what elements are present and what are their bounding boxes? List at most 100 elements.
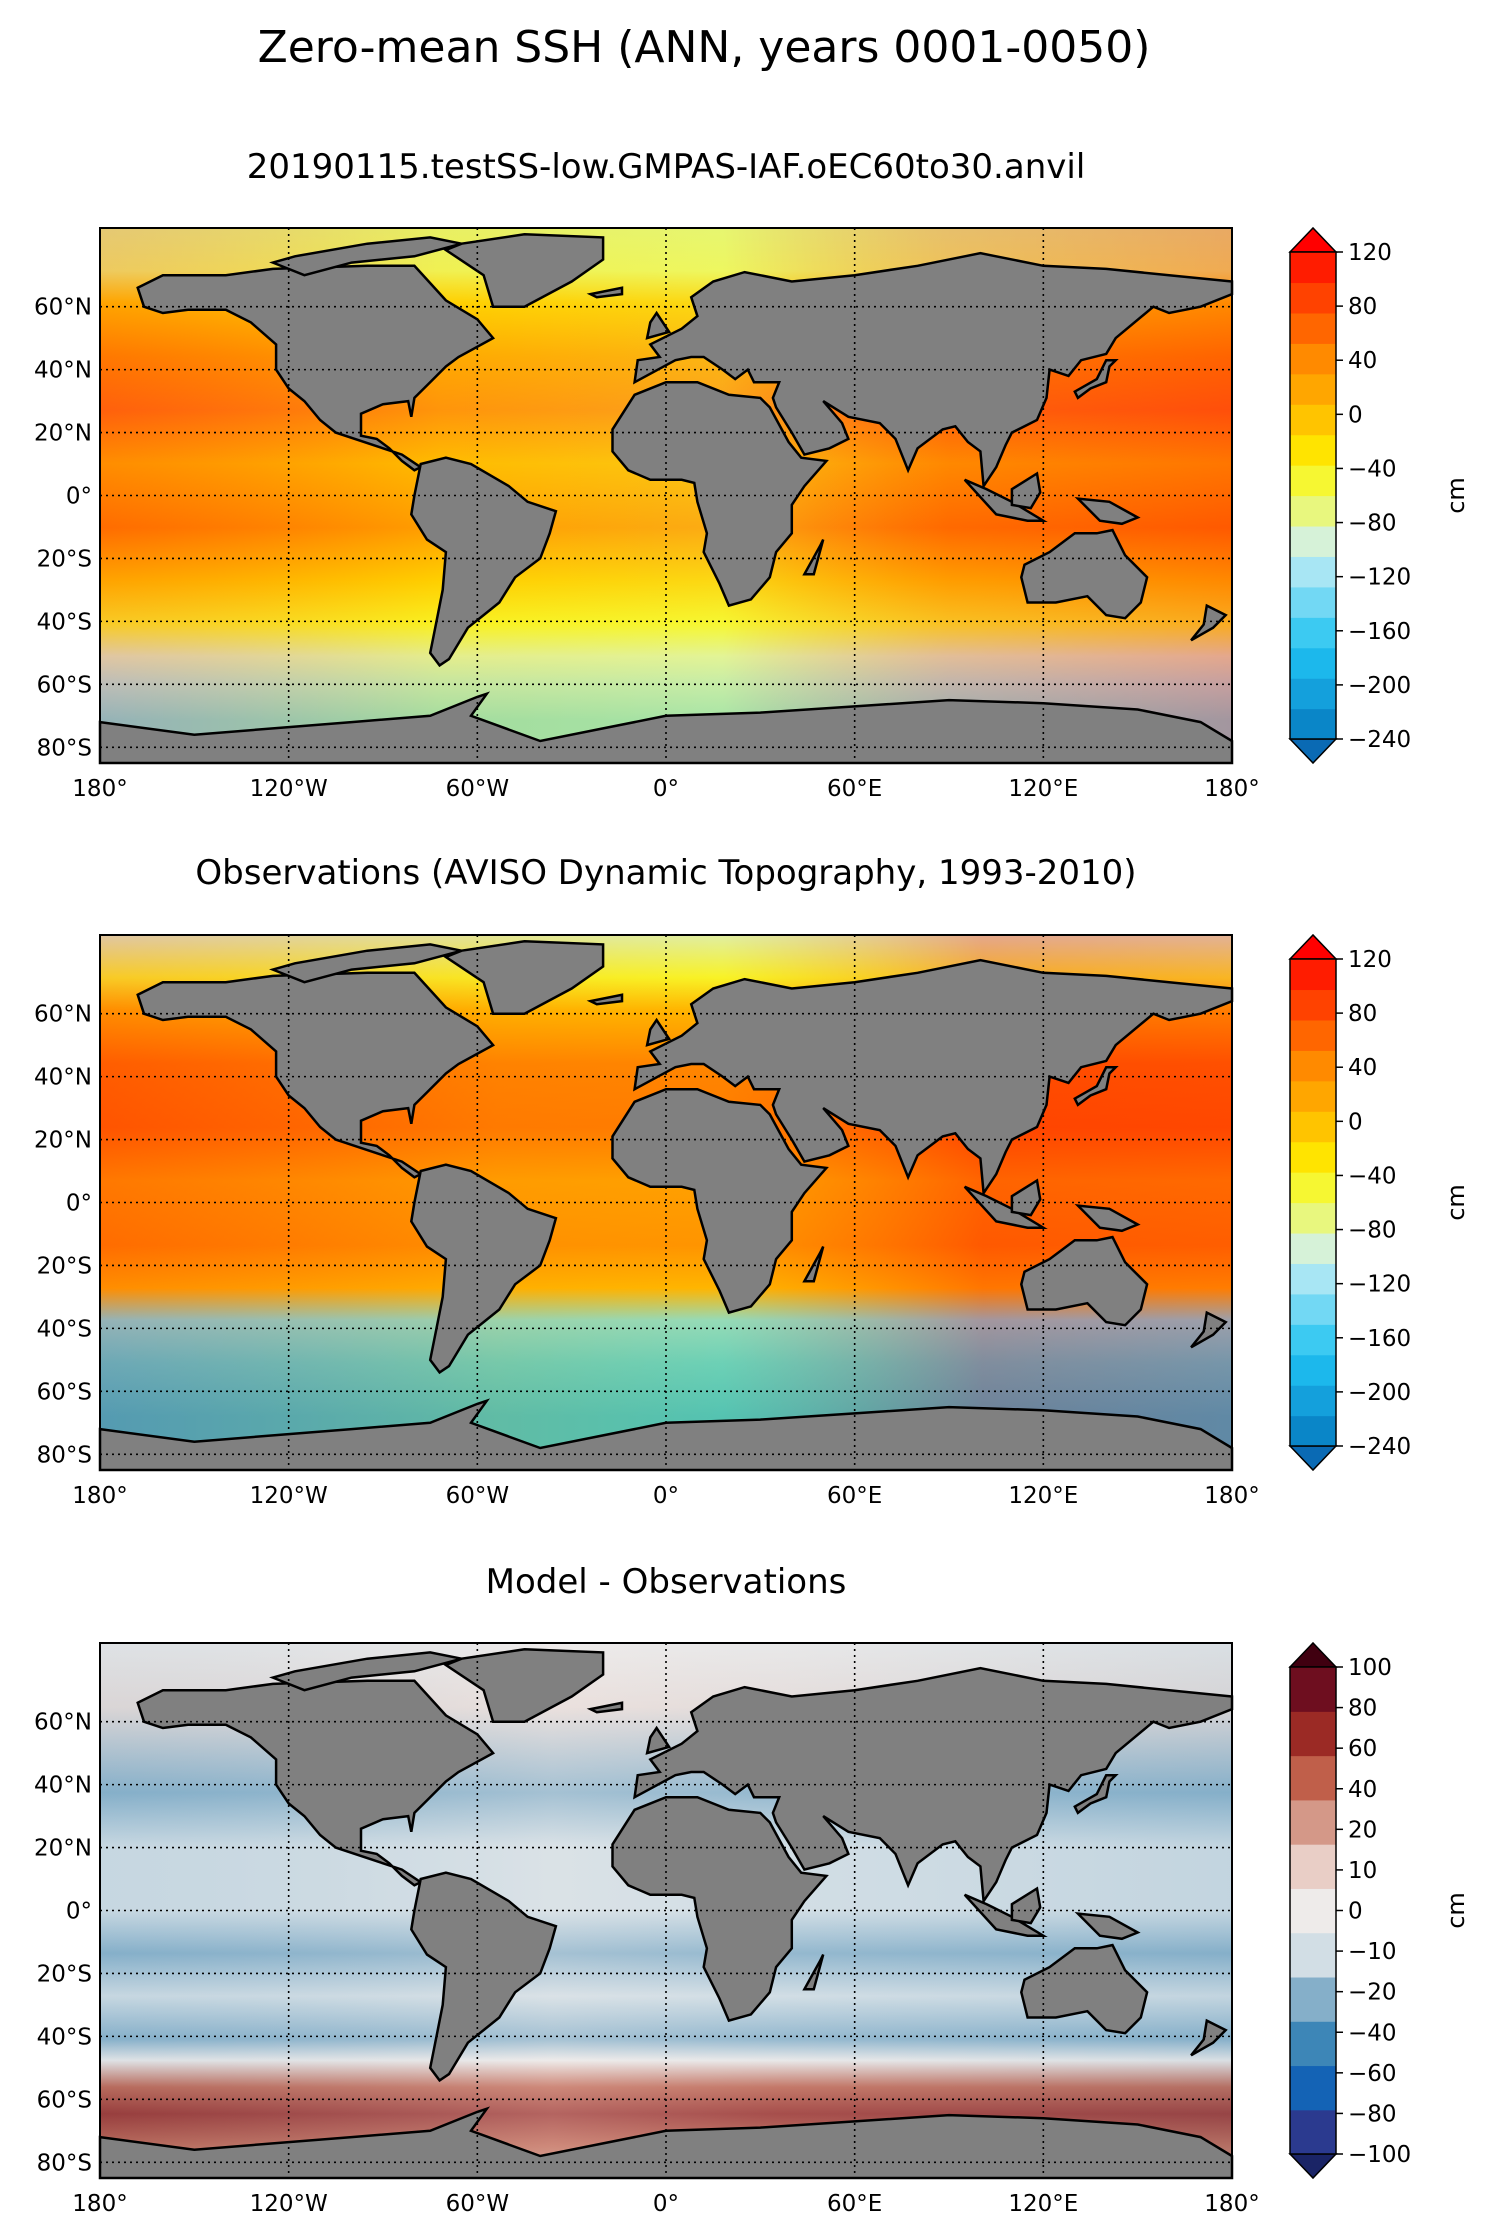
land-mask xyxy=(98,940,1234,1472)
colorbar-tick-label: −80 xyxy=(1348,1218,1397,1244)
colorbar-extend-max xyxy=(1288,933,1338,960)
land-polygon xyxy=(963,1185,1048,1229)
colorbar-tick-label: −80 xyxy=(1348,2101,1397,2127)
colorbar-tick-label: 0 xyxy=(1348,1109,1363,1135)
colorbar-segment xyxy=(1290,586,1336,618)
colorbar-frame xyxy=(1289,958,1337,1447)
colorbar-tick-label: 40 xyxy=(1348,1777,1377,1803)
land-polygon xyxy=(1010,471,1042,510)
colorbar-segment xyxy=(1290,252,1336,284)
colorbar-segment xyxy=(1290,1050,1336,1082)
colorbar-segment xyxy=(1290,495,1336,527)
colorbar-extend-max xyxy=(1288,1641,1338,1668)
land-polygon xyxy=(1074,497,1141,526)
land-polygon xyxy=(136,264,496,472)
colorbar-tick-label: −10 xyxy=(1348,1939,1397,1965)
x-tick-label: 120°W xyxy=(250,1483,328,1509)
colorbar-tick-label: −60 xyxy=(1348,2061,1397,2087)
y-tick-label: 60°N xyxy=(34,1710,92,1736)
panel-title: 20190115.testSS-low.GMPAS-IAF.oEC60to30.… xyxy=(247,147,1086,187)
colorbar-segment xyxy=(1290,647,1336,679)
colorbar-tick-label: −40 xyxy=(1348,456,1397,482)
land-polygon xyxy=(586,1701,624,1714)
colorbar-segment xyxy=(1290,404,1336,436)
land-polygon xyxy=(269,236,462,277)
x-tick-label: 180° xyxy=(1204,2191,1259,2217)
land-polygon xyxy=(443,940,605,1015)
colorbar-extend-min xyxy=(1288,738,1338,765)
colorbar-segment xyxy=(1290,1844,1336,1889)
panel-title: Observations (AVISO Dynamic Topography, … xyxy=(195,853,1136,893)
land-polygon xyxy=(963,478,1048,522)
colorbar-segment xyxy=(1290,556,1336,588)
colorbar-segment xyxy=(1290,1232,1336,1264)
colorbar-frame xyxy=(1289,251,1337,740)
land-polygon xyxy=(1074,1912,1141,1941)
y-tick-label: 40°N xyxy=(34,1773,92,1799)
land-polygon xyxy=(269,943,462,984)
colorbar-tick-label: 120 xyxy=(1348,947,1392,973)
x-tick-label: 120°W xyxy=(250,776,328,802)
colorbar-segment xyxy=(1290,525,1336,557)
land-polygon xyxy=(1073,1065,1119,1107)
y-tick-label: 40°N xyxy=(34,358,92,384)
colorbar-tick-label: −200 xyxy=(1348,1380,1411,1406)
y-axis-ticks: 60°N 40°N 20°N 0° 20°S 40°S 60°S 80°S xyxy=(34,295,92,762)
y-tick-label: 20°S xyxy=(37,1253,92,1279)
land-polygon xyxy=(409,456,558,668)
y-tick-label: 20°N xyxy=(34,421,92,447)
colorbar-tick-label: 80 xyxy=(1348,1696,1377,1722)
plot-frame xyxy=(99,227,1233,764)
x-tick-label: 0° xyxy=(653,776,679,802)
y-tick-label: 60°N xyxy=(34,295,92,321)
y-tick-label: 0° xyxy=(66,1899,92,1925)
x-axis-ticks: 180° 120°W 60°W 0° 60°E 120°E 180° xyxy=(72,776,1259,802)
y-tick-label: 20°S xyxy=(37,1961,92,1987)
colorbar-tick-label: 80 xyxy=(1348,1001,1377,1027)
colorbar-segment xyxy=(1290,2109,1336,2155)
colorbar-tick-label: 120 xyxy=(1348,240,1392,266)
colorbar-tick-label: −200 xyxy=(1348,673,1411,699)
difference-panel: Model - Observations 180° 120°W 60°W 0° 60°E… xyxy=(34,1562,1470,2217)
colorbar-tick-label: −240 xyxy=(1348,727,1411,753)
colorbar-segment xyxy=(1290,1019,1336,1051)
x-tick-label: 60°W xyxy=(446,1483,510,1509)
x-tick-label: 120°E xyxy=(1008,2191,1078,2217)
x-tick-label: 120°W xyxy=(250,2191,328,2217)
colorbar-tick-label: 40 xyxy=(1348,348,1377,374)
colorbar-segment xyxy=(1290,343,1336,375)
colorbar-segment xyxy=(1290,2065,1336,2111)
y-tick-label: 80°S xyxy=(37,1442,92,1468)
colorbar-segment xyxy=(1290,1080,1336,1112)
land-polygon xyxy=(802,1954,825,1991)
colorbar-segment xyxy=(1290,1111,1336,1143)
colorbar-segment xyxy=(1290,708,1336,740)
colorbar-segment xyxy=(1290,1141,1336,1173)
colorbar-tick-label: −160 xyxy=(1348,619,1411,645)
colorbar-segment xyxy=(1290,312,1336,344)
colorbar-extend-min xyxy=(1288,2153,1338,2180)
colorbar-tick-label: 80 xyxy=(1348,294,1377,320)
x-tick-label: 0° xyxy=(653,2191,679,2217)
colorbar-segment xyxy=(1290,465,1336,497)
graticule xyxy=(100,228,1232,763)
y-tick-label: 80°S xyxy=(37,735,92,761)
colorbar-extend-max xyxy=(1288,226,1338,253)
colorbar-segment xyxy=(1290,1354,1336,1386)
colorbar-segment xyxy=(1290,1932,1336,1978)
colorbar-segment xyxy=(1290,678,1336,710)
land-mask xyxy=(98,233,1234,765)
y-tick-label: 20°S xyxy=(37,546,92,572)
colorbar-tick-label: 0 xyxy=(1348,1899,1363,1925)
colorbar-tick-label: 20 xyxy=(1348,1817,1377,1843)
land-polygon xyxy=(409,1871,558,2083)
plot-frame xyxy=(99,1642,1233,2179)
plot-area xyxy=(98,934,1234,1472)
y-tick-label: 60°S xyxy=(37,1379,92,1405)
land-polygon xyxy=(1010,1178,1042,1217)
colorbar-segment xyxy=(1290,1202,1336,1234)
colorbar: 120 80 40 0 −40 −80 −120 −160 −200 −240 cm xyxy=(1288,226,1470,765)
colorbar-segment xyxy=(1290,1172,1336,1204)
land-polygon xyxy=(98,691,1234,765)
